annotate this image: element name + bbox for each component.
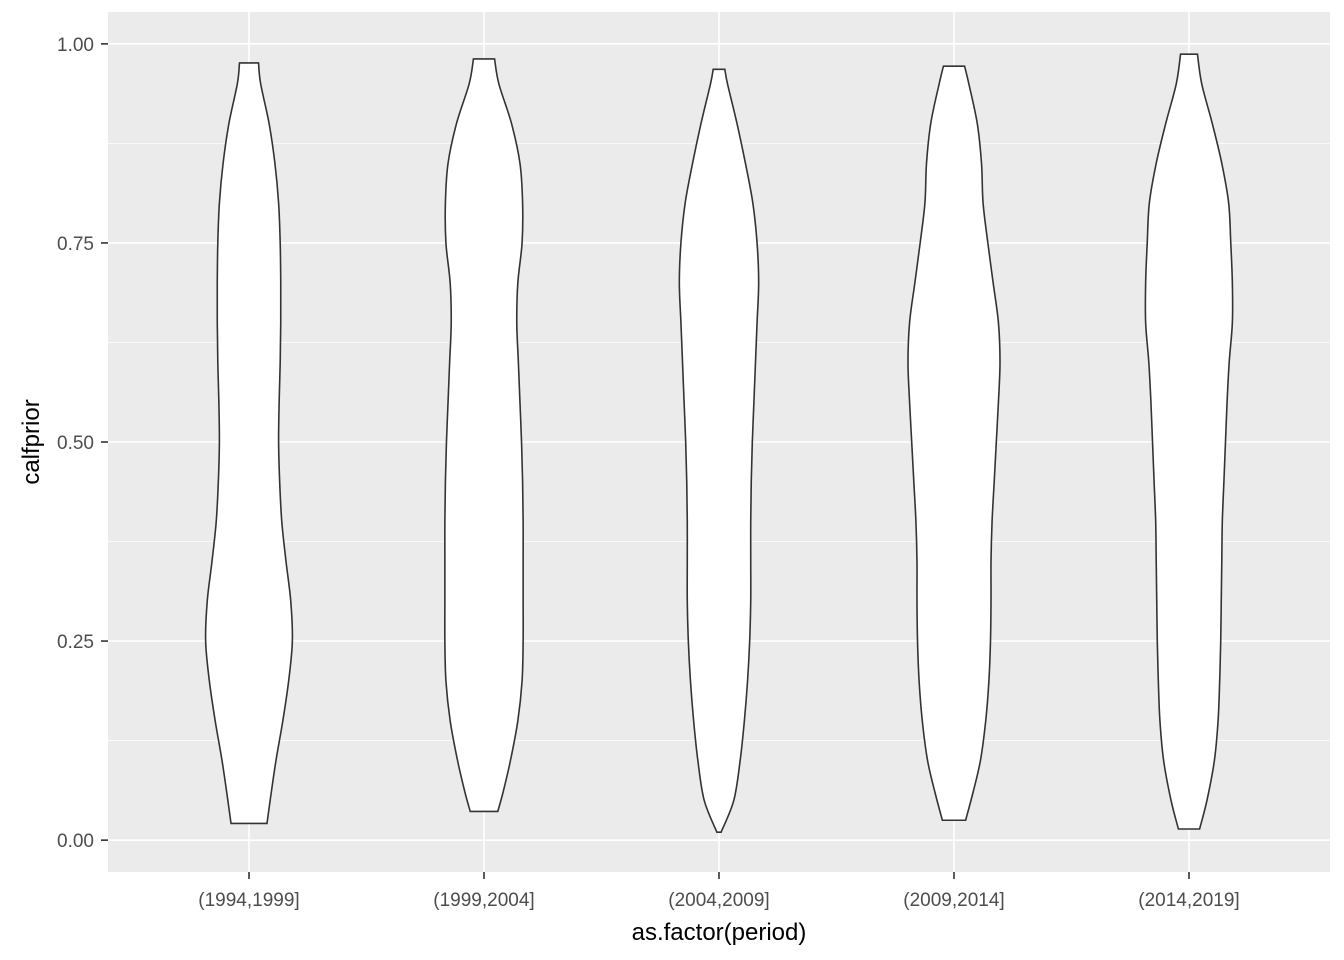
violins [204, 53, 1234, 833]
y-axis-ticks: 0.00 0.25 0.50 0.75 1.00 [57, 35, 108, 852]
violin-2 [443, 58, 525, 813]
y-axis-title: calfprior [18, 399, 45, 484]
y-tick-label: 0.75 [57, 234, 94, 255]
violin-1 [204, 62, 294, 825]
x-tick-label: (1999,2004] [433, 890, 534, 911]
x-tick-label: (1994,1999] [198, 890, 299, 911]
violin-5 [1144, 53, 1234, 830]
y-tick-label: 0.00 [57, 831, 94, 852]
x-axis-ticks: (1994,1999] (1999,2004] (2004,2009] (2009,2… [198, 872, 1240, 911]
y-tick-label: 1.00 [57, 35, 94, 56]
x-tick-label: (2004,2009] [668, 890, 769, 911]
violin-4 [907, 65, 1001, 822]
x-tick-label: (2009,2014] [903, 890, 1004, 911]
x-axis-title: as.factor(period) [632, 919, 807, 946]
y-tick-label: 0.50 [57, 433, 94, 454]
violin-3 [678, 68, 760, 833]
y-tick-label: 0.25 [57, 632, 94, 653]
x-tick-label: (2014,2019] [1138, 890, 1239, 911]
